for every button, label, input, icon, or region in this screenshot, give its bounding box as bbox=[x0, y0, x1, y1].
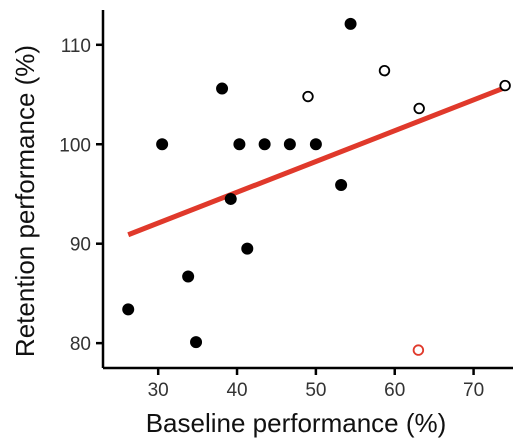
x-tick-label: 60 bbox=[384, 380, 405, 401]
trend-line bbox=[127, 85, 507, 238]
data-point-filled bbox=[233, 138, 246, 151]
data-point-filled bbox=[283, 138, 296, 151]
x-ticks: 30 40 50 60 70 bbox=[148, 368, 484, 401]
data-point-filled bbox=[335, 179, 348, 192]
data-point-filled bbox=[309, 138, 322, 151]
y-tick-label: 110 bbox=[61, 36, 91, 57]
y-tick-label: 100 bbox=[59, 135, 91, 156]
data-point-open bbox=[378, 64, 391, 77]
axes bbox=[101, 10, 513, 370]
data-point-filled bbox=[182, 270, 195, 283]
x-axis-title: Baseline performance (%) bbox=[146, 408, 447, 438]
data-point-open bbox=[413, 102, 425, 115]
y-ticks: 80 90 100 110 bbox=[59, 36, 103, 355]
data-point-filled bbox=[241, 242, 254, 255]
data-point-filled bbox=[122, 303, 135, 316]
x-tick-label: 30 bbox=[148, 380, 169, 401]
data-point-filled bbox=[258, 138, 271, 151]
x-tick-label: 70 bbox=[463, 380, 484, 401]
data-point-filled bbox=[224, 192, 237, 205]
y-axis-title: Retention performance (%) bbox=[10, 45, 40, 357]
data-point-open bbox=[412, 344, 425, 356]
data-point-filled bbox=[344, 17, 357, 30]
data-point-filled bbox=[156, 138, 169, 151]
data-points bbox=[122, 17, 511, 356]
y-tick-label: 80 bbox=[70, 334, 91, 355]
data-point-open bbox=[499, 79, 511, 92]
x-tick-label: 40 bbox=[226, 380, 247, 401]
data-point-open bbox=[302, 90, 314, 103]
data-point-filled bbox=[190, 336, 203, 349]
x-tick-label: 50 bbox=[305, 380, 326, 401]
y-tick-label: 90 bbox=[70, 235, 91, 256]
data-point-filled bbox=[216, 82, 229, 95]
